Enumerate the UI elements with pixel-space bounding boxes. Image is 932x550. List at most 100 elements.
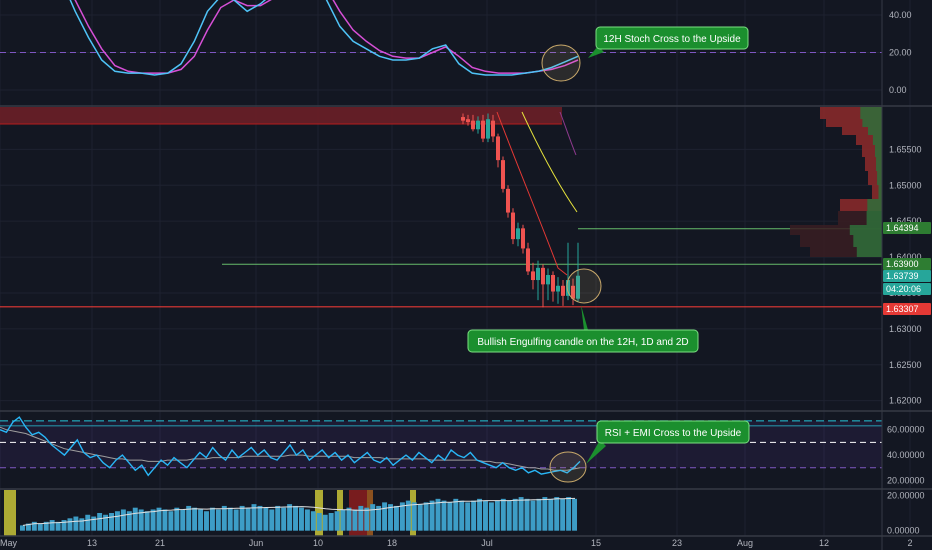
histogram-tick-label: 0.00000: [887, 526, 920, 536]
candle-body-down: [506, 188, 510, 213]
volume-profile-bar-up: [875, 145, 882, 157]
histogram-bar: [572, 498, 577, 531]
histogram-bar: [233, 509, 239, 531]
time-tick-label: 13: [87, 538, 97, 548]
time-tick-label: 18: [387, 538, 397, 548]
histogram-bar: [524, 498, 530, 531]
histogram-bar: [132, 507, 138, 531]
histogram-bar: [204, 511, 209, 531]
histogram-bar: [334, 511, 340, 531]
histogram-bar: [138, 509, 144, 531]
histogram-bar: [114, 511, 120, 531]
price-tick-label: 1.62500: [889, 360, 922, 370]
histogram-bar: [358, 505, 364, 531]
time-tick-label: 2: [907, 538, 912, 548]
histogram-bar: [245, 507, 251, 531]
moving-average-fast: [496, 111, 568, 276]
time-tick-label: 23: [672, 538, 682, 548]
histogram-bar: [251, 504, 257, 531]
price-badges: 1.64394 1.63900 1.63739 04:20:06 1.63307: [883, 222, 931, 315]
histogram-bar: [209, 507, 215, 531]
histogram-bar: [388, 504, 393, 531]
histogram-bar: [103, 514, 109, 531]
histogram-bar: [97, 513, 103, 531]
candle-body-down: [551, 275, 555, 292]
volume-profile-bar-up: [877, 171, 882, 185]
time-tick-label: Jul: [481, 538, 493, 548]
rsi-panel[interactable]: [0, 416, 882, 477]
histogram-bar: [494, 500, 500, 531]
volume-profile-bar-up: [872, 135, 882, 145]
histogram-bar: [156, 507, 162, 531]
candle-body-down: [491, 120, 495, 137]
histogram-bar: [43, 521, 49, 531]
volume-profile-bar: [790, 225, 882, 235]
rsi-tick-label: 40.00000: [887, 450, 925, 460]
histogram-bar: [227, 507, 233, 531]
time-tick-label: Aug: [737, 538, 753, 548]
time-tick-label: May: [0, 538, 18, 548]
histogram-bar: [91, 516, 97, 531]
histogram-bar: [322, 514, 328, 531]
histogram-tick-label: 20.00000: [887, 490, 925, 500]
histogram-bar: [25, 523, 31, 531]
volume-profile-bar: [872, 185, 882, 199]
histogram-bar: [417, 504, 423, 531]
histogram-bar: [376, 505, 382, 531]
histogram-bar: [180, 509, 186, 531]
rsi-line: [0, 416, 581, 477]
histogram-bar: [61, 520, 67, 531]
price-tick-label: 1.65000: [889, 180, 922, 190]
histogram-bar: [477, 498, 483, 531]
histogram-bar: [192, 507, 198, 531]
candle-body-down: [496, 136, 500, 161]
price-badge-label: 04:20:06: [886, 284, 921, 294]
engulfing-callout-text: Bullish Engulfing candle on the 12H, 1D …: [477, 337, 688, 348]
histogram-bar: [506, 500, 512, 531]
candle-body-down: [501, 160, 505, 189]
price-badge-label: 1.63739: [886, 271, 919, 281]
price-badge: [883, 283, 931, 295]
histogram-bar: [471, 500, 477, 531]
histogram-bar: [73, 516, 79, 531]
histogram-bar: [483, 500, 488, 531]
time-tick-label: 10: [313, 538, 323, 548]
volume-profile-bar-up: [876, 157, 882, 171]
price-panel[interactable]: [0, 107, 882, 308]
rsi-tick-label: 20.00000: [887, 475, 925, 485]
histogram-bar: [423, 502, 429, 531]
stoch-callout: 12H Stoch Cross to the Upside: [541, 26, 749, 82]
candle-body-down: [531, 271, 535, 281]
histogram-bar: [287, 504, 293, 531]
moving-average-slow: [521, 111, 578, 213]
candle-body-down: [526, 248, 530, 272]
histogram-bar: [174, 507, 180, 531]
histogram-bar: [281, 507, 287, 531]
moving-average-long: [559, 111, 577, 156]
histogram-bar: [79, 518, 85, 531]
volume-profile-bar-up: [867, 199, 882, 211]
histogram-bar: [85, 514, 91, 531]
histogram-average-line: [22, 497, 576, 526]
histogram-bar: [293, 505, 298, 531]
price-badge-label: 1.64394: [886, 223, 919, 233]
candle-body-up: [516, 228, 520, 240]
histogram-bar: [299, 507, 304, 531]
histogram-bar: [20, 525, 25, 531]
histogram-panel[interactable]: [4, 490, 577, 536]
histogram-bar: [370, 504, 376, 531]
time-scale[interactable]: May 13 21 Jun 10 18 Jul 15 23 Aug 12 2: [0, 538, 913, 548]
stoch-tick-label: 20.00: [889, 48, 912, 58]
rsi-callout: RSI + EMI Cross to the Upside: [549, 420, 750, 483]
candle-body-down: [511, 212, 515, 240]
volume-profile-bar-up: [853, 235, 882, 247]
histogram-bar: [150, 509, 156, 531]
stoch-k-line: [69, 0, 579, 76]
candle-body-down: [521, 228, 525, 249]
histogram-bar: [411, 502, 417, 531]
histogram-highlight: [367, 490, 373, 536]
stochastic-panel[interactable]: [0, 0, 882, 76]
volume-profile-bar-up: [849, 225, 882, 235]
